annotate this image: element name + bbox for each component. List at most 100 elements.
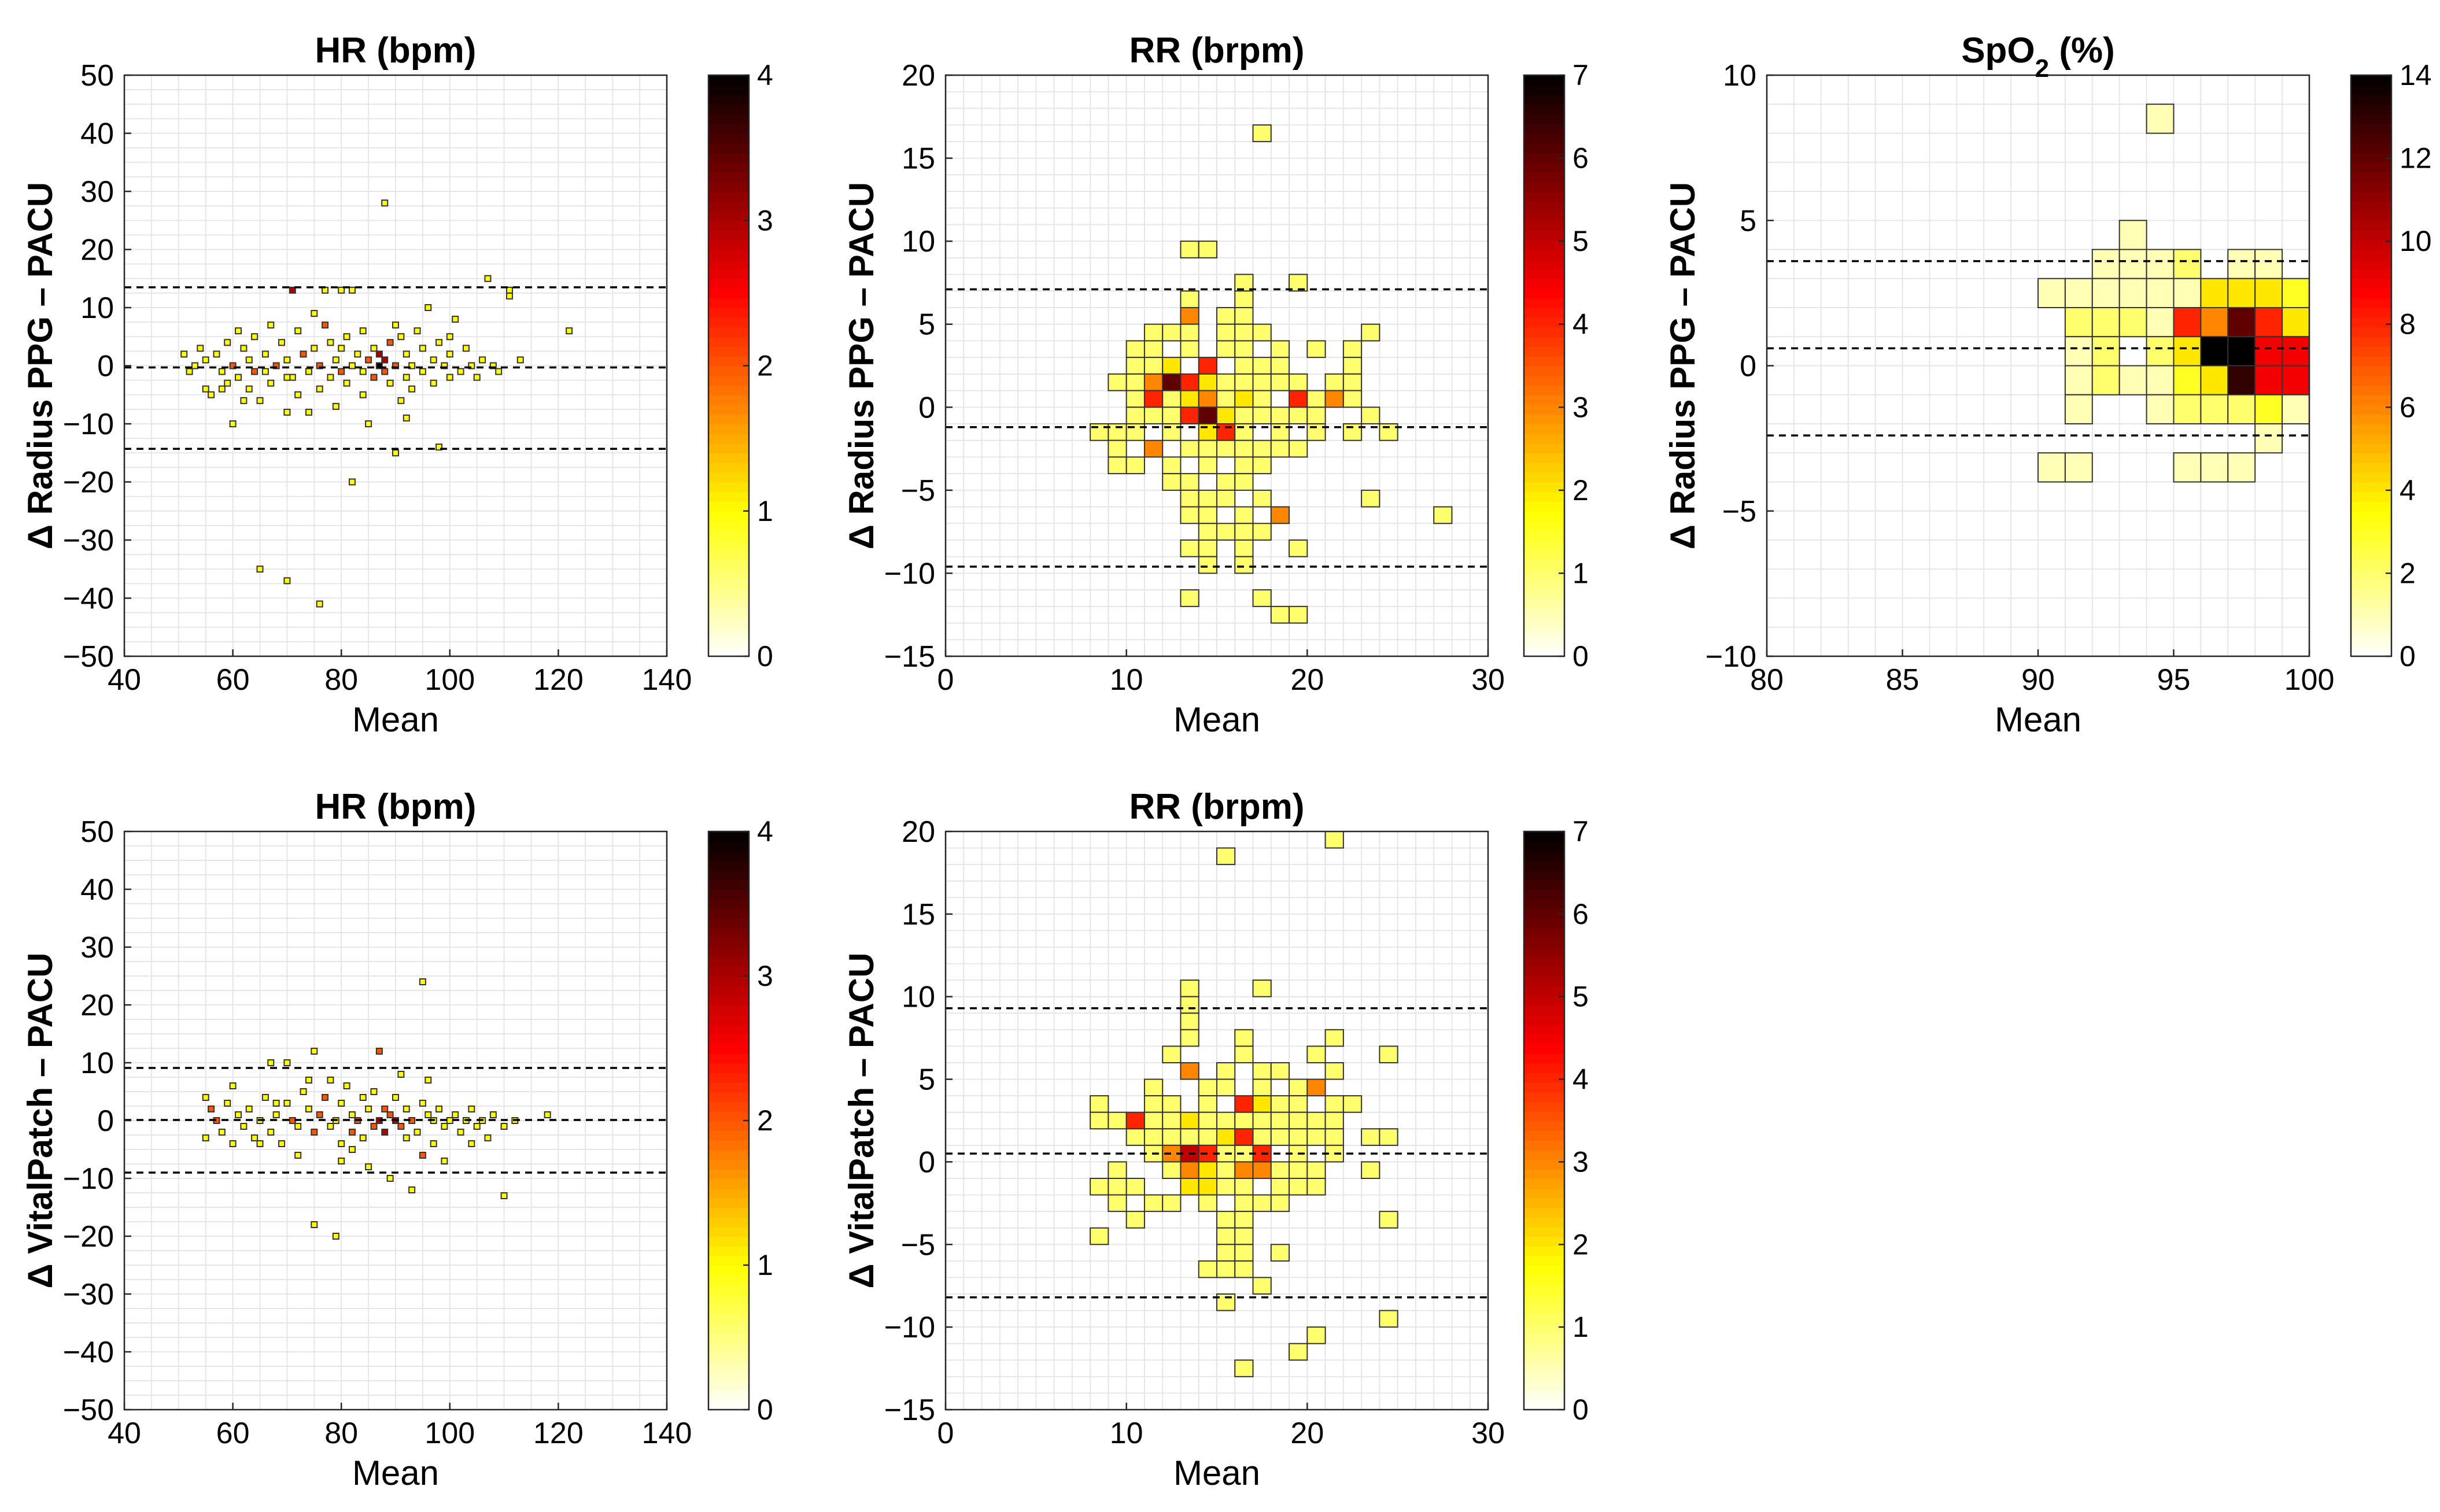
heatmap-cell bbox=[1289, 390, 1308, 408]
colorbar-segment bbox=[1524, 1371, 1564, 1381]
colorbar-tick-label: 1 bbox=[1572, 1311, 1589, 1343]
heatmap-cell bbox=[294, 1123, 302, 1130]
heatmap-cell bbox=[2254, 394, 2283, 424]
heatmap-cell bbox=[1143, 1078, 1164, 1097]
colorbar-segment bbox=[2351, 385, 2391, 395]
y-axis-label: Δ VitalPatch – PACU bbox=[21, 952, 60, 1288]
heatmap-cell bbox=[1270, 340, 1290, 358]
colorbar-segment bbox=[2351, 201, 2391, 212]
colorbar-segment bbox=[708, 618, 749, 628]
heatmap-cell bbox=[489, 362, 497, 369]
colorbar-segment bbox=[1524, 1313, 1564, 1324]
heatmap-cell bbox=[435, 443, 443, 451]
heatmap-cell bbox=[408, 385, 416, 393]
heatmap-cell bbox=[1234, 373, 1254, 391]
colorbar-tick-label: 2 bbox=[1572, 474, 1589, 507]
colorbar-segment bbox=[708, 308, 749, 318]
colorbar-segment bbox=[1524, 133, 1564, 144]
colorbar: 0 1 2 3 4 bbox=[707, 59, 773, 672]
colorbar-segment bbox=[1524, 123, 1564, 134]
heatmap-cell bbox=[1180, 290, 1199, 308]
y-tick-label: 20 bbox=[902, 59, 935, 93]
heatmap-cell bbox=[1198, 357, 1218, 375]
heatmap-cell bbox=[218, 368, 226, 375]
colorbar-tick-label: 2 bbox=[757, 1104, 773, 1137]
colorbar-segment bbox=[1524, 511, 1564, 522]
y-tick-label: 0 bbox=[918, 1145, 935, 1179]
colorbar-tick-label: 3 bbox=[757, 960, 773, 992]
colorbar-segment bbox=[2351, 230, 2391, 241]
heatmap-cell bbox=[1198, 1161, 1218, 1180]
heatmap-cell bbox=[240, 345, 248, 352]
heatmap-cell bbox=[322, 1094, 329, 1101]
colorbar-segment bbox=[1524, 1130, 1564, 1141]
heatmap-cell bbox=[403, 1134, 410, 1141]
colorbar: 0 1 2 3 4 bbox=[707, 815, 773, 1426]
heatmap-cell bbox=[2282, 307, 2310, 338]
chart-title-suffix: (%) bbox=[2049, 31, 2115, 71]
heatmap-cell bbox=[2146, 307, 2175, 338]
x-tick-label: 120 bbox=[533, 663, 584, 697]
heatmap-cell bbox=[234, 374, 242, 381]
y-tick-label: −20 bbox=[63, 1220, 114, 1254]
colorbar-segment bbox=[708, 841, 749, 852]
heatmap-cell bbox=[1180, 506, 1199, 524]
heatmap-cell bbox=[566, 327, 573, 335]
heatmap-cell bbox=[343, 1082, 350, 1089]
colorbar-segment bbox=[2351, 511, 2391, 522]
heatmap-cell bbox=[1125, 390, 1145, 408]
heatmap-cell bbox=[348, 1111, 356, 1118]
colorbar-segment bbox=[2351, 443, 2391, 454]
colorbar-segment bbox=[1524, 1352, 1564, 1362]
heatmap-cell bbox=[1180, 406, 1199, 424]
y-tick-label: 15 bbox=[902, 898, 935, 931]
heatmap-cell bbox=[305, 368, 312, 375]
heatmap-cell bbox=[2146, 394, 2175, 424]
colorbar-segment bbox=[1524, 927, 1564, 938]
heatmap-cell bbox=[1162, 373, 1182, 391]
colorbar-segment bbox=[1524, 220, 1564, 231]
heatmap-cell bbox=[202, 1134, 209, 1141]
heatmap-cell bbox=[251, 368, 259, 375]
colorbar-segment bbox=[708, 1245, 749, 1256]
heatmap-cell bbox=[1289, 1111, 1308, 1130]
heatmap-cell bbox=[332, 356, 339, 364]
colorbar-segment bbox=[708, 463, 749, 473]
heatmap-cell bbox=[186, 368, 193, 375]
colorbar-segment bbox=[1524, 1323, 1564, 1333]
heatmap-cell bbox=[256, 397, 264, 404]
colorbar-segment bbox=[708, 1226, 749, 1237]
heatmap-cell bbox=[1198, 439, 1218, 458]
heatmap-cell bbox=[2227, 249, 2256, 279]
colorbar-segment bbox=[708, 1255, 749, 1266]
heatmap-cell bbox=[1289, 1178, 1308, 1196]
heatmap-cell bbox=[1342, 390, 1363, 408]
heatmap-cell bbox=[403, 374, 410, 381]
y-tick-label: −30 bbox=[63, 1278, 114, 1311]
heatmap-cell bbox=[1361, 323, 1380, 342]
heatmap-cell bbox=[484, 1134, 492, 1141]
colorbar-segment bbox=[708, 637, 749, 648]
heatmap-cell bbox=[261, 368, 269, 375]
y-tick-label: 30 bbox=[80, 175, 114, 209]
heatmap-cell bbox=[1306, 340, 1326, 358]
heatmap-cell bbox=[1289, 1078, 1308, 1097]
colorbar-segment bbox=[708, 851, 749, 861]
heatmap-cell bbox=[468, 1140, 475, 1147]
heatmap-cell bbox=[305, 1077, 312, 1084]
colorbar-segment bbox=[708, 1294, 749, 1304]
colorbar-segment bbox=[708, 1178, 749, 1189]
heatmap-cell bbox=[202, 1094, 209, 1101]
heatmap-cell bbox=[1162, 1161, 1182, 1180]
heatmap-cell bbox=[1162, 1111, 1182, 1130]
colorbar-segment bbox=[708, 879, 749, 890]
colorbar-segment bbox=[708, 1236, 749, 1247]
x-tick-label: 80 bbox=[324, 1417, 358, 1450]
colorbar-tick-label: 6 bbox=[2400, 391, 2416, 423]
heatmap-cell bbox=[2091, 336, 2120, 367]
heatmap-cell bbox=[1180, 340, 1199, 358]
heatmap-cell bbox=[2037, 452, 2066, 483]
colorbar-segment bbox=[708, 114, 749, 124]
colorbar-segment bbox=[1524, 298, 1564, 308]
colorbar-segment bbox=[708, 831, 749, 842]
